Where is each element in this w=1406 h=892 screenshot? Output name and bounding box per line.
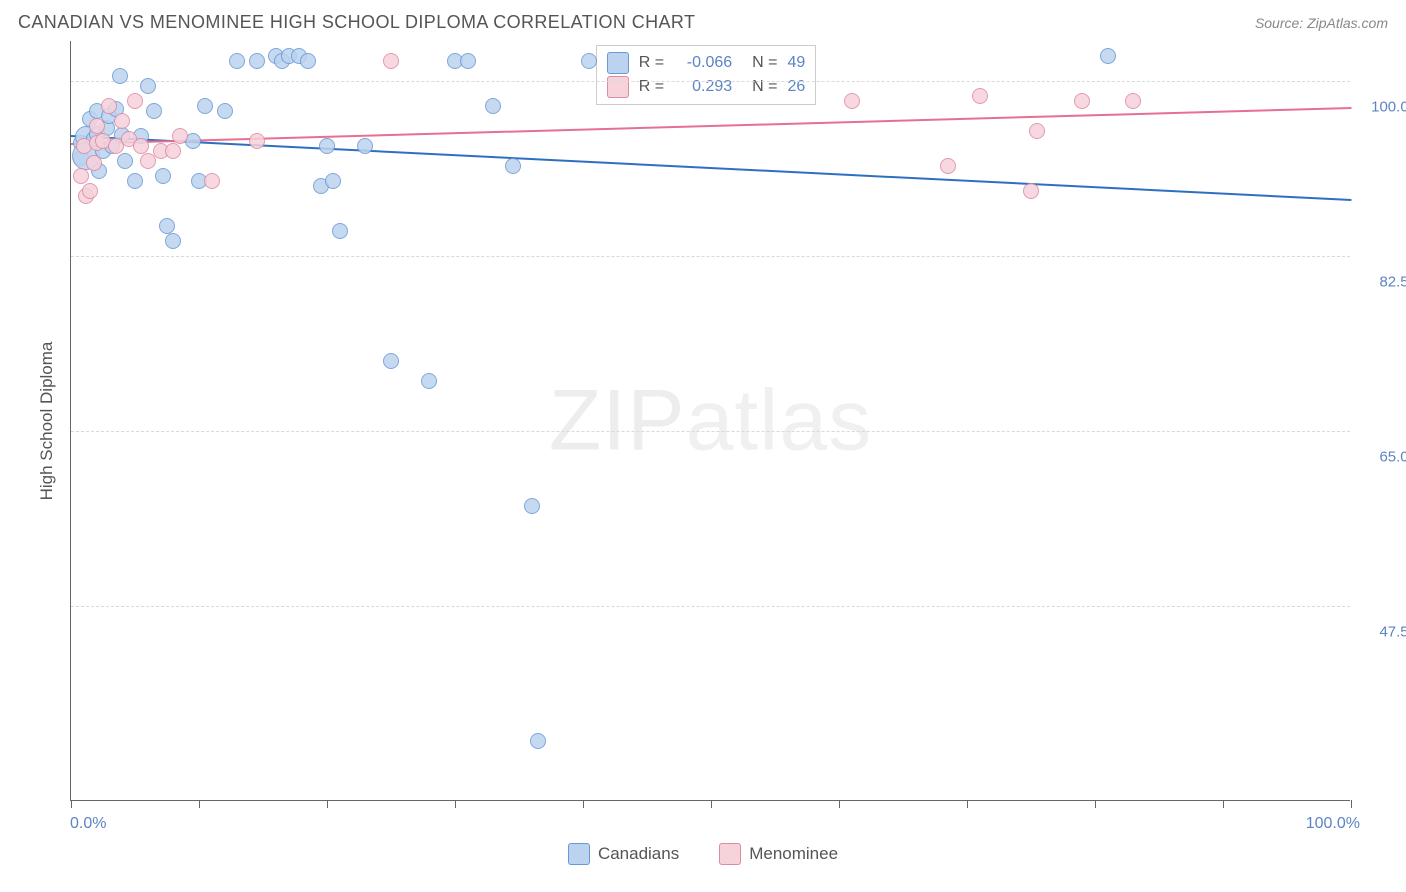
data-point bbox=[114, 113, 130, 129]
x-tick bbox=[1095, 800, 1096, 808]
x-axis-max-label: 100.0% bbox=[1306, 815, 1360, 833]
data-point bbox=[127, 93, 143, 109]
data-point bbox=[460, 53, 476, 69]
data-point bbox=[357, 138, 373, 154]
y-tick-label: 65.0% bbox=[1358, 449, 1406, 466]
data-point bbox=[165, 143, 181, 159]
data-point bbox=[82, 183, 98, 199]
data-point bbox=[165, 233, 181, 249]
watermark-part1: ZIP bbox=[549, 372, 686, 468]
gridline bbox=[71, 431, 1350, 432]
data-point bbox=[1100, 48, 1116, 64]
data-point bbox=[383, 353, 399, 369]
data-point bbox=[140, 78, 156, 94]
x-tick bbox=[455, 800, 456, 808]
data-point bbox=[101, 98, 117, 114]
data-point bbox=[844, 93, 860, 109]
legend-r-label: R = bbox=[639, 54, 664, 72]
data-point bbox=[204, 173, 220, 189]
series-legend-item: Canadians bbox=[568, 843, 679, 865]
data-point bbox=[112, 68, 128, 84]
data-point bbox=[332, 223, 348, 239]
chart-title: CANADIAN VS MENOMINEE HIGH SCHOOL DIPLOM… bbox=[18, 12, 695, 33]
scatter-plot: High School Diploma ZIPatlas R =-0.066N … bbox=[70, 41, 1350, 801]
legend-r-value: -0.066 bbox=[674, 54, 732, 72]
data-point bbox=[127, 173, 143, 189]
legend-n-label: N = bbox=[752, 54, 777, 72]
correlation-legend: R = -0.066 N = 49 R =0.293N =26 bbox=[596, 45, 816, 105]
data-point bbox=[249, 53, 265, 69]
x-tick bbox=[1351, 800, 1352, 808]
data-point bbox=[1023, 183, 1039, 199]
data-point bbox=[530, 733, 546, 749]
series-legend-item: Menominee bbox=[719, 843, 838, 865]
data-point bbox=[1029, 123, 1045, 139]
legend-n-value: 49 bbox=[787, 54, 805, 72]
data-point bbox=[972, 88, 988, 104]
series-legend: Canadians Menominee bbox=[18, 843, 1388, 865]
x-axis-min-label: 0.0% bbox=[70, 815, 106, 833]
legend-row: R = -0.066 N = 49 bbox=[607, 51, 805, 75]
x-tick bbox=[711, 800, 712, 808]
y-tick-label: 82.5% bbox=[1358, 274, 1406, 291]
chart-header: CANADIAN VS MENOMINEE HIGH SCHOOL DIPLOM… bbox=[0, 0, 1406, 41]
chart-source: Source: ZipAtlas.com bbox=[1255, 15, 1388, 31]
data-point bbox=[524, 498, 540, 514]
data-point bbox=[325, 173, 341, 189]
data-point bbox=[1125, 93, 1141, 109]
watermark-part2: atlas bbox=[686, 372, 873, 468]
data-point bbox=[146, 103, 162, 119]
legend-swatch bbox=[719, 843, 741, 865]
gridline bbox=[71, 81, 1350, 82]
watermark: ZIPatlas bbox=[549, 371, 872, 470]
data-point bbox=[89, 118, 105, 134]
x-tick bbox=[839, 800, 840, 808]
data-point bbox=[117, 153, 133, 169]
data-point bbox=[86, 155, 102, 171]
x-tick bbox=[1223, 800, 1224, 808]
data-point bbox=[300, 53, 316, 69]
y-axis-label: High School Diploma bbox=[37, 341, 57, 500]
gridline bbox=[71, 256, 1350, 257]
x-tick bbox=[967, 800, 968, 808]
data-point bbox=[383, 53, 399, 69]
data-point bbox=[73, 168, 89, 184]
data-point bbox=[319, 138, 335, 154]
data-point bbox=[217, 103, 233, 119]
data-point bbox=[197, 98, 213, 114]
x-tick bbox=[583, 800, 584, 808]
data-point bbox=[249, 133, 265, 149]
data-point bbox=[505, 158, 521, 174]
legend-row: R =0.293N =26 bbox=[607, 75, 805, 99]
data-point bbox=[229, 53, 245, 69]
x-tick bbox=[71, 800, 72, 808]
series-legend-label: Canadians bbox=[598, 844, 679, 864]
series-legend-label: Menominee bbox=[749, 844, 838, 864]
legend-swatch bbox=[607, 52, 629, 74]
data-point bbox=[155, 168, 171, 184]
y-tick-label: 100.0% bbox=[1358, 99, 1406, 116]
gridline bbox=[71, 606, 1350, 607]
y-tick-label: 47.5% bbox=[1358, 624, 1406, 641]
legend-swatch bbox=[568, 843, 590, 865]
data-point bbox=[940, 158, 956, 174]
data-point bbox=[133, 138, 149, 154]
x-axis-labels: 0.0% 100.0% bbox=[70, 815, 1350, 845]
x-tick bbox=[327, 800, 328, 808]
data-point bbox=[421, 373, 437, 389]
data-point bbox=[172, 128, 188, 144]
data-point bbox=[159, 218, 175, 234]
data-point bbox=[581, 53, 597, 69]
x-tick bbox=[199, 800, 200, 808]
data-point bbox=[1074, 93, 1090, 109]
chart-container: High School Diploma ZIPatlas R = -0.066 N … bbox=[18, 41, 1388, 865]
legend-swatch bbox=[607, 76, 629, 98]
data-point bbox=[485, 98, 501, 114]
